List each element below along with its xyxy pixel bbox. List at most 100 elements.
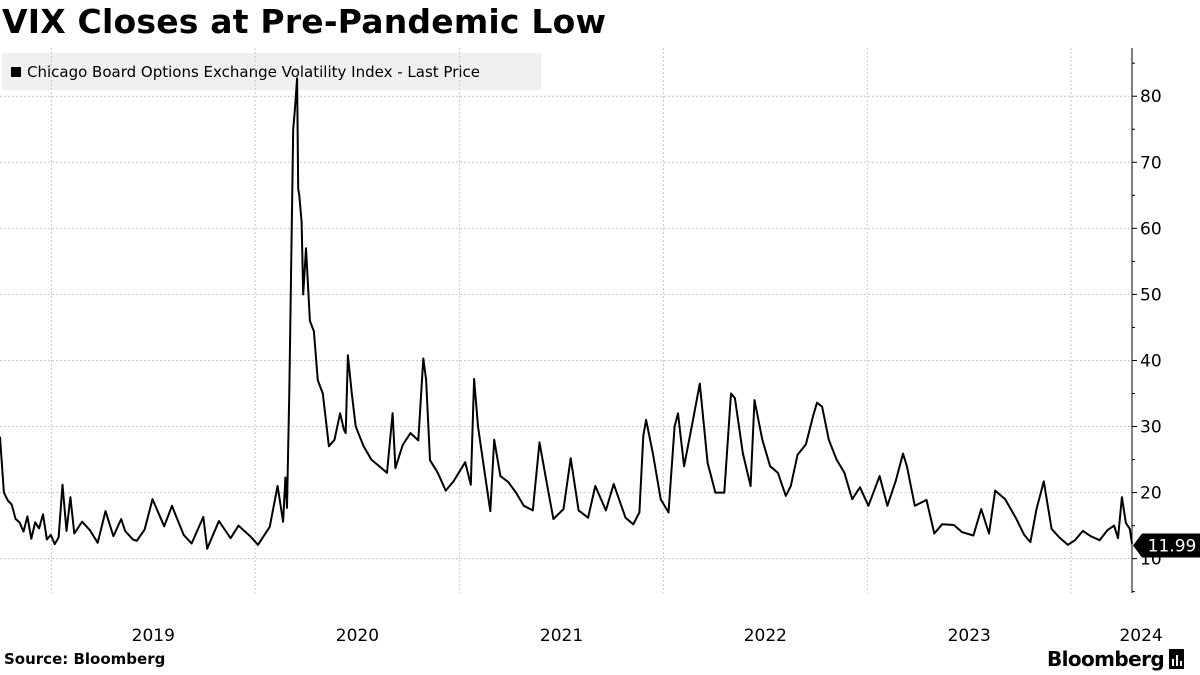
data-point — [569, 457, 572, 460]
data-point — [1117, 537, 1119, 539]
data-point — [1098, 539, 1101, 541]
data-point — [1043, 480, 1045, 483]
data-point — [328, 445, 330, 448]
data-point — [50, 534, 52, 536]
data-point — [313, 330, 315, 333]
y-tick-label: 30 — [1140, 418, 1162, 438]
data-point — [624, 516, 627, 519]
data-point — [477, 425, 479, 428]
y-tick-label: 60 — [1140, 219, 1162, 239]
data-point — [96, 542, 99, 544]
data-point — [777, 472, 779, 474]
data-point — [34, 521, 36, 524]
data-point — [104, 510, 107, 512]
data-point — [828, 438, 830, 441]
chart-legend: Chicago Board Options Exchange Volatilit… — [2, 53, 541, 90]
data-point — [790, 485, 792, 487]
series-line — [0, 77, 1133, 550]
data-point — [706, 462, 709, 464]
data-point — [206, 547, 208, 550]
data-point — [151, 498, 154, 501]
data-point — [552, 518, 555, 520]
data-point — [796, 454, 799, 456]
data-point — [499, 475, 502, 477]
data-point — [81, 520, 83, 523]
data-point — [1113, 524, 1115, 527]
data-point — [284, 476, 287, 479]
data-point — [347, 354, 349, 357]
x-tick-label: 2019 — [132, 626, 175, 646]
data-point — [652, 452, 654, 454]
data-point — [538, 441, 541, 444]
data-point — [282, 520, 284, 523]
chart-title: VIX Closes at Pre-Pandemic Low — [2, 2, 607, 41]
data-point — [132, 538, 134, 541]
data-point — [14, 518, 17, 520]
data-point — [288, 391, 291, 394]
data-point — [1089, 535, 1092, 537]
data-point — [1129, 528, 1131, 530]
data-point — [769, 465, 771, 468]
data-point — [38, 527, 40, 530]
data-point — [409, 432, 412, 434]
data-point — [972, 534, 975, 537]
data-point — [667, 511, 670, 514]
data-point — [7, 499, 9, 502]
data-point — [343, 429, 345, 431]
data-point — [483, 472, 486, 474]
data-point — [723, 491, 726, 494]
data-point — [895, 479, 897, 482]
data-point — [587, 516, 589, 519]
data-point — [1023, 534, 1025, 536]
data-point — [339, 412, 341, 415]
data-point — [202, 516, 205, 518]
data-point — [1058, 536, 1061, 539]
data-point — [268, 526, 271, 528]
data-point — [190, 542, 193, 545]
data-point — [742, 452, 744, 454]
data-point — [805, 443, 807, 446]
data-point — [163, 525, 165, 528]
data-point — [257, 544, 259, 546]
data-point — [120, 518, 122, 520]
data-point — [546, 485, 549, 487]
data-point — [673, 425, 676, 428]
x-tick-label: 2023 — [948, 626, 991, 646]
data-point — [292, 128, 295, 131]
data-point — [300, 220, 303, 223]
data-point — [761, 438, 764, 441]
data-point — [425, 378, 427, 381]
data-point — [417, 439, 420, 442]
data-point — [489, 510, 492, 512]
data-point — [902, 452, 904, 455]
data-point — [124, 530, 126, 532]
data-point — [3, 491, 5, 494]
data-point — [46, 538, 48, 541]
data-point — [298, 194, 301, 197]
data-point — [69, 496, 72, 499]
data-point — [677, 412, 679, 415]
data-point — [89, 529, 91, 531]
data-point — [401, 444, 404, 446]
legend-swatch — [11, 66, 21, 77]
data-point — [276, 485, 279, 487]
data-point — [642, 435, 645, 437]
series-layer — [0, 77, 1133, 550]
last-value-callout: 11.99 — [1133, 533, 1200, 558]
data-point — [452, 480, 455, 483]
data-point — [182, 534, 185, 536]
data-point — [1121, 496, 1123, 499]
data-point — [659, 498, 662, 501]
data-point — [42, 513, 44, 516]
data-point — [1004, 498, 1006, 501]
y-tick-label: 20 — [1140, 484, 1162, 504]
data-point — [906, 465, 908, 468]
data-point — [391, 412, 394, 415]
grid-lines — [0, 48, 1132, 593]
data-point — [437, 472, 439, 474]
data-point — [26, 515, 29, 518]
x-tick-label: 2020 — [336, 626, 379, 646]
source-note: Source: Bloomberg — [4, 650, 166, 668]
data-point — [136, 540, 138, 542]
